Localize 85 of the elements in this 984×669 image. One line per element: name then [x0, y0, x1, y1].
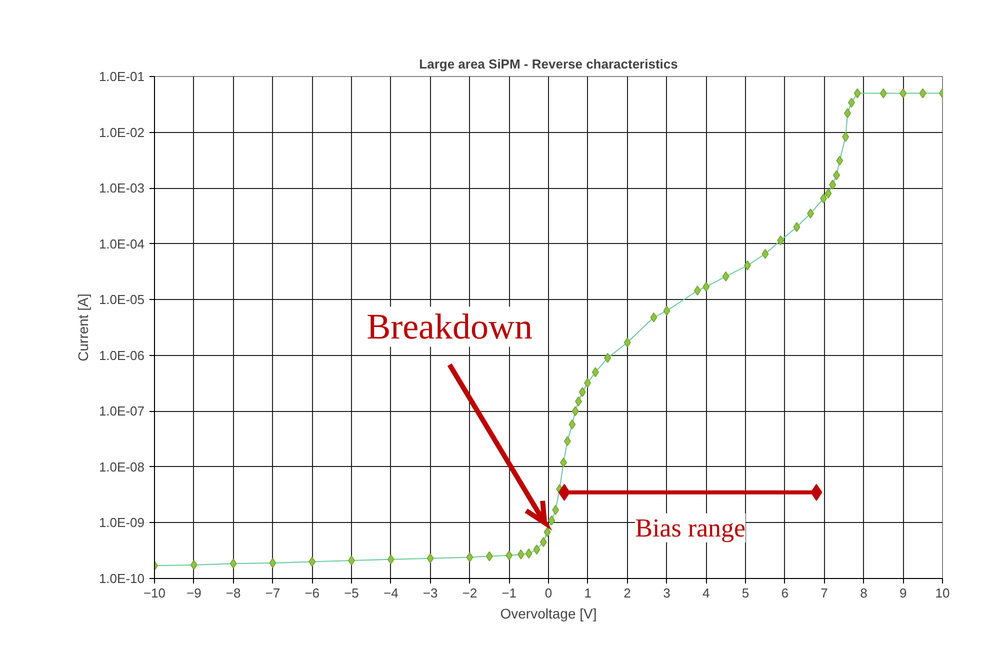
point [558, 484, 570, 501]
x-tick-label: 1 [584, 586, 592, 600]
point [544, 527, 551, 538]
point [793, 222, 800, 232]
x-tick-label: −7 [265, 586, 280, 600]
point [387, 554, 394, 564]
point [624, 338, 631, 348]
x-tick-label: −2 [462, 586, 478, 600]
point [466, 552, 474, 562]
y-tick-label: 1.0E-04 [98, 236, 145, 252]
point [900, 88, 907, 98]
x-tick-label: 7 [820, 586, 828, 600]
point [548, 515, 556, 526]
point [844, 108, 852, 118]
point [592, 367, 599, 378]
point [308, 556, 316, 567]
point [650, 312, 658, 322]
point [574, 396, 582, 406]
x-tick-label: 2 [624, 586, 631, 600]
point [506, 550, 513, 560]
point [842, 132, 850, 142]
x-tick-label: 6 [781, 586, 789, 600]
point [564, 436, 571, 446]
point [777, 235, 784, 246]
y-axis-title: Current [A] [74, 294, 91, 362]
point [486, 551, 493, 562]
y-tick-label: 1.0E-03 [98, 180, 145, 196]
annotation: Bias range [635, 513, 746, 542]
point [190, 560, 198, 570]
point [269, 558, 276, 568]
y-tick-label: 1.0E-02 [98, 124, 145, 140]
point [702, 282, 710, 292]
point [848, 98, 855, 108]
x-tick-label: 8 [860, 586, 868, 600]
point [694, 286, 701, 296]
point [560, 458, 567, 468]
x-tick-label: −9 [186, 586, 202, 600]
annotation: Breakdown [366, 306, 533, 347]
y-tick-label: 1.0E-09 [98, 515, 145, 530]
point [824, 188, 832, 198]
point [829, 180, 836, 190]
y-tick-label: 1.0E-05 [98, 292, 145, 308]
point [744, 260, 751, 270]
x-tick-label: 3 [663, 586, 670, 600]
point [578, 387, 586, 398]
y-tick-label: 1.0E-08 [98, 459, 145, 474]
point [568, 419, 576, 430]
point [584, 378, 592, 388]
y-tick-label: 1.0E-10 [98, 571, 145, 586]
point [854, 88, 861, 98]
point [604, 352, 612, 363]
point [663, 306, 670, 316]
x-tick-label: −8 [226, 586, 241, 600]
point [572, 406, 579, 416]
x-axis-title: Overvoltage [V] [500, 606, 597, 622]
point [919, 88, 926, 98]
point [552, 504, 560, 515]
x-tick-label: 0 [544, 586, 552, 600]
point [540, 537, 547, 548]
point [807, 208, 814, 218]
x-tick-label: 4 [702, 586, 710, 600]
y-tick-label: 1.0E-07 [98, 404, 145, 419]
point [880, 88, 887, 98]
x-tick-label: 9 [899, 586, 907, 600]
chart-title: Large area SiPM - Reverse characteristics [419, 56, 678, 72]
x-tick-label: −1 [502, 586, 517, 600]
point [722, 271, 730, 282]
y-tick-label: 1.0E-06 [98, 348, 145, 363]
point [820, 193, 828, 204]
x-tick-label: 10 [935, 586, 950, 600]
point [426, 553, 434, 564]
x-tick-label: −5 [344, 586, 359, 600]
point [833, 170, 840, 180]
point [533, 544, 540, 555]
x-tick-label: 5 [742, 586, 750, 600]
x-tick-label: −6 [304, 586, 320, 600]
x-tick-label: −3 [422, 586, 438, 600]
x-tick-label: −4 [383, 586, 398, 600]
point [525, 548, 532, 559]
point [762, 248, 769, 259]
point [836, 156, 844, 166]
point [517, 549, 524, 560]
y-tick-label: 1.0E-01 [98, 69, 145, 84]
point [230, 558, 237, 569]
x-tick-label: −10 [143, 586, 166, 600]
